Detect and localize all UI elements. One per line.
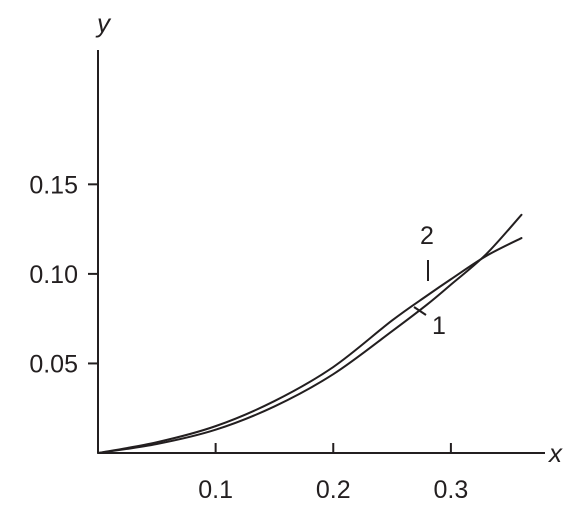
series-1-label: 1 [432, 312, 446, 340]
x-tick-label: 0.1 [198, 476, 233, 504]
series-2-line [97, 237, 523, 454]
y-ticks: 0.05 0.10 0.15 [29, 171, 98, 378]
axes [97, 50, 545, 454]
x-tick-label: 0.2 [316, 476, 351, 504]
y-tick-label: 0.15 [29, 171, 78, 199]
series-group [97, 213, 523, 454]
y-tick-label: 0.05 [29, 350, 78, 378]
x-ticks: 0.1 0.2 0.3 [198, 443, 468, 504]
series-1-leader [413, 306, 427, 316]
y-axis-label: y [95, 8, 112, 38]
series-1-line [97, 213, 523, 454]
y-tick-label: 0.10 [29, 261, 78, 289]
x-axis-label: x [547, 438, 563, 468]
series-2-label: 2 [420, 222, 434, 250]
x-tick-label: 0.3 [434, 476, 469, 504]
